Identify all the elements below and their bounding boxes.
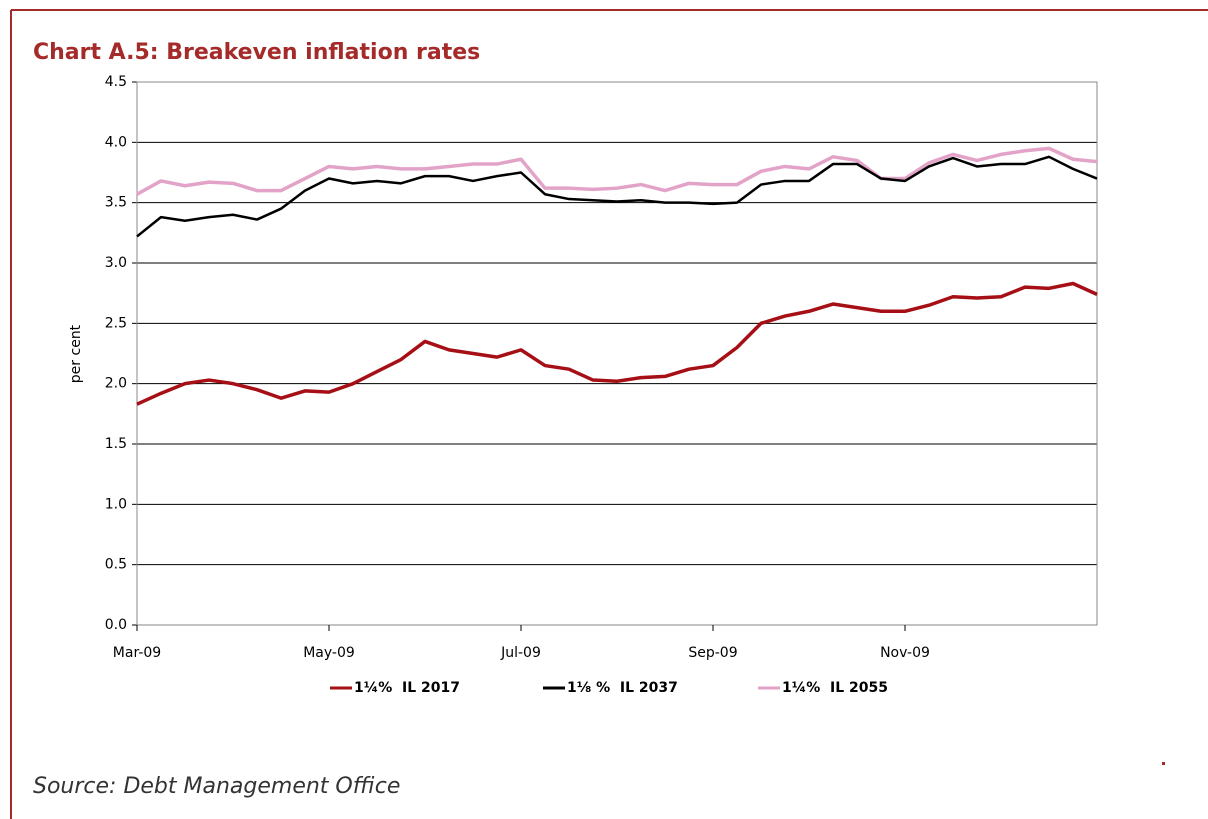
x-tick-label: Jul-09 [500, 645, 541, 661]
x-tick-label: Nov-09 [880, 645, 930, 661]
x-tick-label: May-09 [303, 645, 355, 661]
y-tick-label: 1.5 [105, 436, 127, 452]
line [136, 146, 1098, 196]
y-tick-label: 3.5 [105, 195, 127, 211]
line [136, 155, 1098, 238]
y-tick-label: 0.5 [105, 557, 127, 573]
chart-title: Chart A.5: Breakeven inflation rates [33, 40, 480, 65]
y-tick-label: 3.0 [105, 255, 127, 271]
legend-label: 1⅛ % IL 2037 [567, 680, 678, 696]
legend-label: 1¼% IL 2017 [354, 680, 460, 696]
y-tick-label: 0.0 [105, 617, 127, 633]
plot-frame [136, 81, 1098, 626]
y-tick-label: 2.0 [105, 376, 127, 392]
line [136, 281, 1098, 406]
y-tick-label: 4.0 [105, 134, 127, 150]
dot [1162, 762, 1165, 765]
y-tick-label: 2.5 [105, 315, 127, 331]
source: Source: Debt Management Office [33, 774, 400, 799]
y-tick-label: 1.0 [105, 496, 127, 512]
y-axis-label: per cent [68, 324, 84, 383]
y-tick-label: 4.5 [105, 74, 127, 90]
x-tick-label: Sep-09 [688, 645, 737, 661]
x-tick-label: Mar-09 [113, 645, 161, 661]
legend-label: 1¼% IL 2055 [782, 680, 888, 696]
